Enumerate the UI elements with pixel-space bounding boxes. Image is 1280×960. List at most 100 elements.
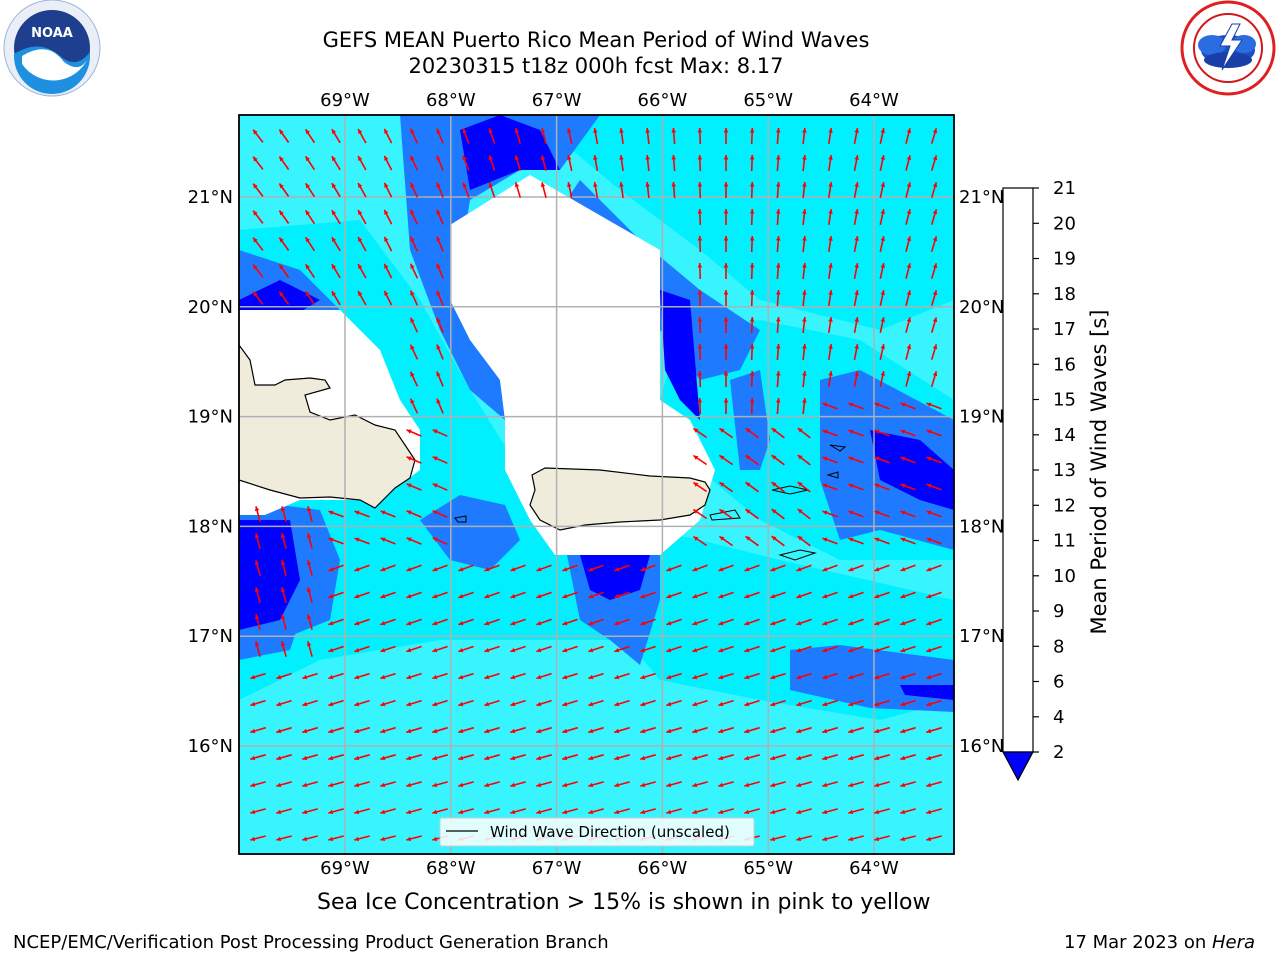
wave-arrow-head [588,594,594,599]
wave-arrow-head [302,755,308,761]
wave-arrow-head [510,755,516,761]
sombrero-island [826,471,839,479]
wave-arrow-head [306,506,312,512]
wave-arrow-head [536,648,542,653]
wave-arrow-head [614,621,620,626]
wave-arrow-head [874,701,880,707]
wave-arrow-head [697,344,703,349]
wave-arrow-head [926,402,932,407]
wave-arrow-head [822,836,828,842]
wave-arrow-head [380,594,386,599]
wave-arrow-head [253,237,258,243]
wave-arrow-head [358,264,363,269]
contour-under-2s [580,555,650,600]
wave-arrow-head [510,567,516,572]
wave-arrow-head [536,809,542,815]
wave-arrow-head [354,567,360,572]
wave-arrow-head [744,621,750,626]
wave-arrow-head [796,782,802,788]
wave-arrow-head [776,236,781,241]
wave-arrow-head [328,782,334,788]
contour-under-2s [660,290,700,420]
wave-arrow-head [484,594,490,599]
lat-label-left: 17°N [188,626,233,647]
wave-arrow-head [723,236,729,241]
contour-under-2s [900,685,954,700]
contour-2-4s [730,370,770,470]
wave-arrow-head [854,263,859,268]
wave-arrow-head [619,182,624,187]
wave-arrow-head [358,237,363,242]
contour-2-4s [400,115,600,420]
wave-arrow-head [436,209,441,215]
lon-label-bottom: 68°W [426,858,476,879]
wave-arrow-head [692,755,698,761]
wave-arrow-head [562,594,568,599]
wave-arrow-head [410,398,415,404]
contour-2-4s [420,495,520,570]
no-data-area [450,175,715,555]
wave-arrow-head [848,402,854,407]
wave-arrow-head [536,594,542,599]
wave-arrow-head [900,456,906,461]
wave-arrow-head [305,210,310,216]
wave-arrow-head [250,836,256,842]
contour-under-2s [239,520,300,630]
wave-arrow-head [822,809,828,815]
wave-arrow-head [796,809,802,815]
wave-arrow-head [484,809,490,815]
wave-arrow-head [718,701,724,707]
wave-arrow-head [328,728,334,734]
wave-arrow-head [749,155,755,160]
wave-arrow-head [828,290,833,295]
colorbar-tick-label: 15 [1053,390,1076,411]
wave-arrow-head [828,317,833,322]
wave-arrow-head [488,182,493,188]
wave-arrow-head [331,237,337,243]
wave-arrow-head [302,728,308,734]
wave-arrow-head [692,809,698,815]
colorbar-tick-label: 18 [1053,284,1076,305]
wave-arrow-head [745,455,751,460]
wave-arrow-head [822,594,828,599]
wave-arrow-head [614,782,620,788]
wave-arrow-head [692,621,698,626]
lon-label-top: 65°W [743,90,793,111]
legend-label: Wind Wave Direction (unscaled) [490,823,730,841]
wave-arrow-head [776,182,781,187]
lon-label-bottom: 65°W [743,858,793,879]
wave-arrow-head [692,701,698,707]
colorbar: 2 4 6 8 9 10 11 12 13 14 15 16 17 18 19 20 21 [1001,178,1076,782]
wave-arrow-head [848,648,854,653]
wave-arrow-head [822,456,828,461]
wave-arrow-head [796,674,802,680]
wave-arrow-head [436,155,441,161]
wave-arrow-head [432,456,438,461]
wave-arrow-head [697,209,703,214]
wave-arrow-head [771,455,777,460]
lon-label-bottom: 64°W [849,858,899,879]
wave-arrow-head [771,536,777,541]
wave-arrow-head [749,236,755,241]
wave-arrow-head [305,156,310,162]
wave-arrow-head [770,755,776,761]
wave-arrow-head [874,510,880,515]
contour-under-2s [460,115,560,190]
wave-arrow-head [932,371,938,377]
wave-arrow-head [776,209,781,214]
wave-arrow-head [906,155,912,161]
wave-arrow-head [880,209,885,214]
wave-arrow-head [880,290,885,295]
wave-arrow-head [462,155,467,161]
colorbar-tick-label: 13 [1053,460,1076,481]
footer-date-text: 17 Mar 2023 on [1064,932,1212,953]
wave-arrow-head [692,674,698,680]
wave-arrow-head [874,674,880,680]
wave-arrow-head [614,809,620,815]
contour-under-2s [870,430,954,510]
wave-arrow-head [410,155,415,161]
wave-arrow-head [276,674,282,680]
wave-arrow-head [697,263,703,268]
wave-arrow-head [692,728,698,734]
colorbar-tick-label: 8 [1053,636,1064,657]
